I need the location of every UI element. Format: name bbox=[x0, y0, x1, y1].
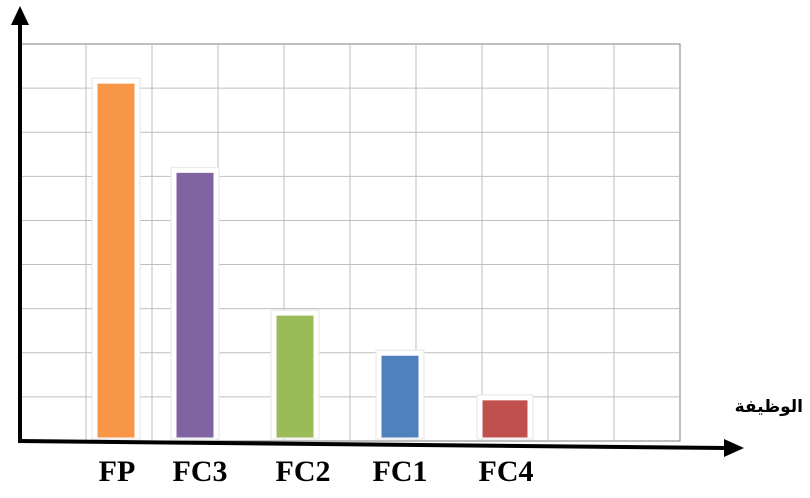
x-axis-arrow bbox=[724, 439, 744, 457]
tick-label-fc3: FC3 bbox=[173, 455, 228, 488]
tick-label-fc1: FC1 bbox=[373, 455, 428, 488]
bar-fc4 bbox=[482, 400, 528, 438]
bars bbox=[91, 77, 534, 440]
x-axis-line bbox=[17, 439, 727, 450]
tick-labels: FP FC3 FC2 FC1 FC4 bbox=[99, 455, 534, 488]
bar-fc2 bbox=[276, 315, 314, 438]
x-axis-title: الوظيفة bbox=[735, 397, 803, 417]
bar-fc3 bbox=[176, 172, 214, 438]
bar-fp bbox=[97, 83, 135, 438]
axes bbox=[11, 6, 744, 457]
bar-fc1 bbox=[381, 355, 419, 438]
tick-label-fc2: FC2 bbox=[276, 455, 331, 488]
tick-label-fc4: FC4 bbox=[479, 455, 534, 488]
y-axis-arrow bbox=[11, 6, 29, 25]
tick-label-fp: FP bbox=[99, 455, 136, 488]
